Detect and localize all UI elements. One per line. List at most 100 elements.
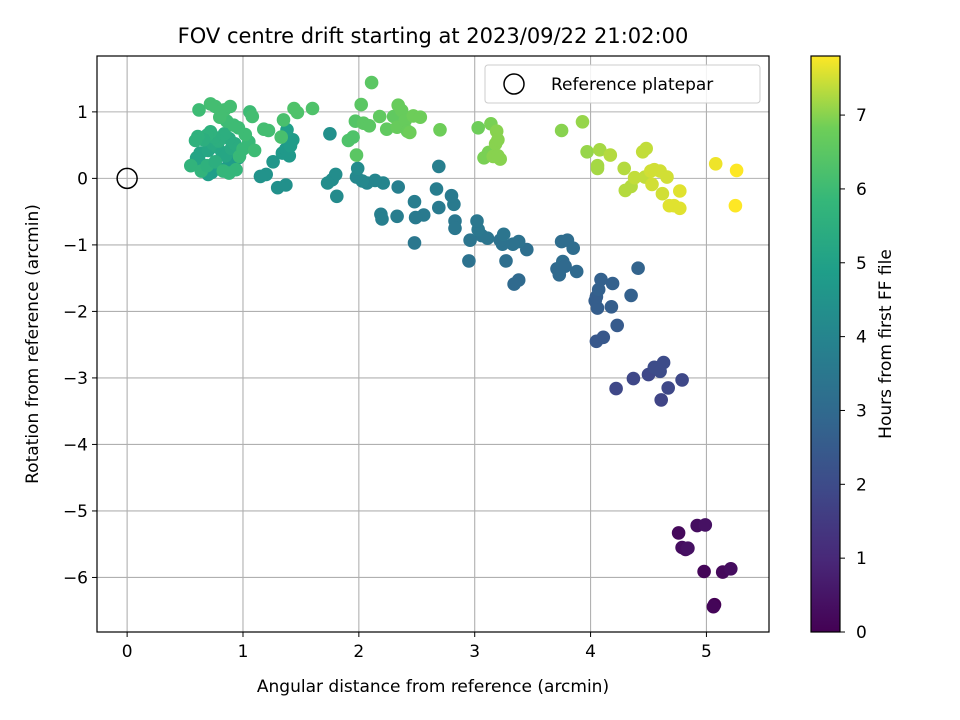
data-point	[590, 161, 605, 176]
data-point	[364, 75, 379, 90]
data-point	[655, 186, 670, 201]
data-point	[433, 123, 447, 137]
data-point	[708, 157, 723, 171]
data-point	[698, 518, 713, 532]
legend-label: Reference platepar	[551, 75, 713, 95]
data-point	[229, 162, 243, 177]
data-point	[223, 99, 237, 114]
data-point	[603, 148, 618, 162]
data-point	[203, 97, 218, 111]
data-point	[328, 167, 343, 182]
data-point	[673, 184, 687, 198]
data-point	[362, 119, 377, 133]
data-point	[724, 562, 738, 576]
data-point	[660, 170, 674, 184]
x-tick-label: 1	[238, 642, 249, 662]
data-point	[290, 105, 305, 120]
data-point	[245, 109, 260, 124]
colorbar-gradient	[810, 55, 841, 633]
legend: Reference platepar	[484, 64, 761, 104]
data-point	[208, 155, 222, 169]
chart-title: FOV centre drift starting at 2023/09/22 …	[178, 24, 689, 48]
data-point	[499, 254, 513, 268]
data-point	[413, 110, 428, 124]
x-tick-label: 0	[122, 642, 133, 662]
data-point	[375, 212, 389, 226]
data-point	[645, 177, 659, 192]
data-point	[656, 355, 671, 370]
colorbar: 0 1 2 3 4 5 6 7 Hours from first FF file	[810, 55, 896, 643]
data-point	[471, 121, 486, 135]
data-point	[379, 122, 394, 136]
y-axis-label: Rotation from reference (arcmin)	[23, 204, 43, 484]
data-point	[253, 169, 268, 184]
data-point	[593, 143, 607, 157]
data-point	[605, 276, 620, 291]
y-axis-ticks: 1 0 −1 −2 −3 −4 −5 −6	[63, 103, 97, 588]
y-tick-label: −4	[63, 435, 88, 455]
data-point	[391, 180, 406, 194]
data-point	[408, 210, 423, 225]
legend-marker	[503, 73, 525, 95]
reference-platepar-marker	[116, 167, 138, 190]
data-point	[305, 101, 320, 116]
data-point	[604, 300, 619, 314]
data-point	[729, 163, 744, 178]
data-point	[247, 143, 262, 158]
data-point	[610, 318, 624, 333]
data-point	[261, 123, 276, 138]
data-point	[350, 161, 365, 176]
data-point	[661, 381, 675, 395]
legend-box	[484, 64, 761, 104]
data-point	[590, 301, 605, 315]
data-point	[323, 127, 337, 141]
data-point	[390, 209, 404, 224]
data-point	[706, 599, 721, 614]
data-point	[279, 178, 293, 192]
data-point	[188, 133, 203, 148]
data-point	[511, 273, 526, 287]
x-axis-label: Angular distance from reference (arcmin)	[257, 677, 609, 697]
data-point	[558, 259, 572, 274]
data-point	[407, 194, 422, 209]
data-point	[554, 123, 569, 138]
data-point	[346, 130, 360, 144]
data-point	[470, 214, 484, 228]
x-tick-label: 3	[469, 642, 480, 662]
data-point	[617, 161, 631, 176]
y-tick-label: 0	[77, 169, 88, 189]
data-point	[566, 241, 580, 255]
data-point	[631, 261, 645, 276]
data-point	[463, 233, 477, 247]
plot-frame	[96, 55, 770, 633]
data-point	[575, 115, 590, 129]
data-point	[673, 201, 687, 216]
data-point	[675, 373, 689, 387]
x-axis-ticks: 0 1 2 3 4 5	[122, 632, 712, 662]
data-point	[639, 141, 653, 156]
data-point	[580, 145, 594, 159]
y-tick-label: −2	[63, 302, 88, 322]
y-tick-label: −1	[63, 236, 88, 256]
data-point	[372, 109, 387, 124]
colorbar-tick-label: 0	[856, 623, 867, 643]
data-point	[506, 237, 520, 251]
data-point	[286, 133, 300, 147]
data-point	[626, 371, 641, 386]
data-point	[354, 97, 369, 112]
x-tick-label: 4	[585, 642, 596, 662]
data-point	[681, 541, 695, 555]
colorbar-label: Hours from first FF file	[876, 249, 896, 439]
colorbar-ticks: 0 1 2 3 4 5 6 7	[840, 106, 867, 643]
data-point	[697, 564, 711, 579]
data-point	[624, 288, 638, 303]
colorbar-tick-label: 2	[856, 475, 867, 495]
data-point	[274, 130, 289, 144]
colorbar-tick-label: 7	[856, 106, 867, 126]
data-point	[192, 103, 206, 117]
data-point	[627, 170, 642, 185]
data-point	[330, 189, 344, 204]
data-point	[429, 182, 444, 196]
y-tick-label: 1	[77, 103, 88, 123]
